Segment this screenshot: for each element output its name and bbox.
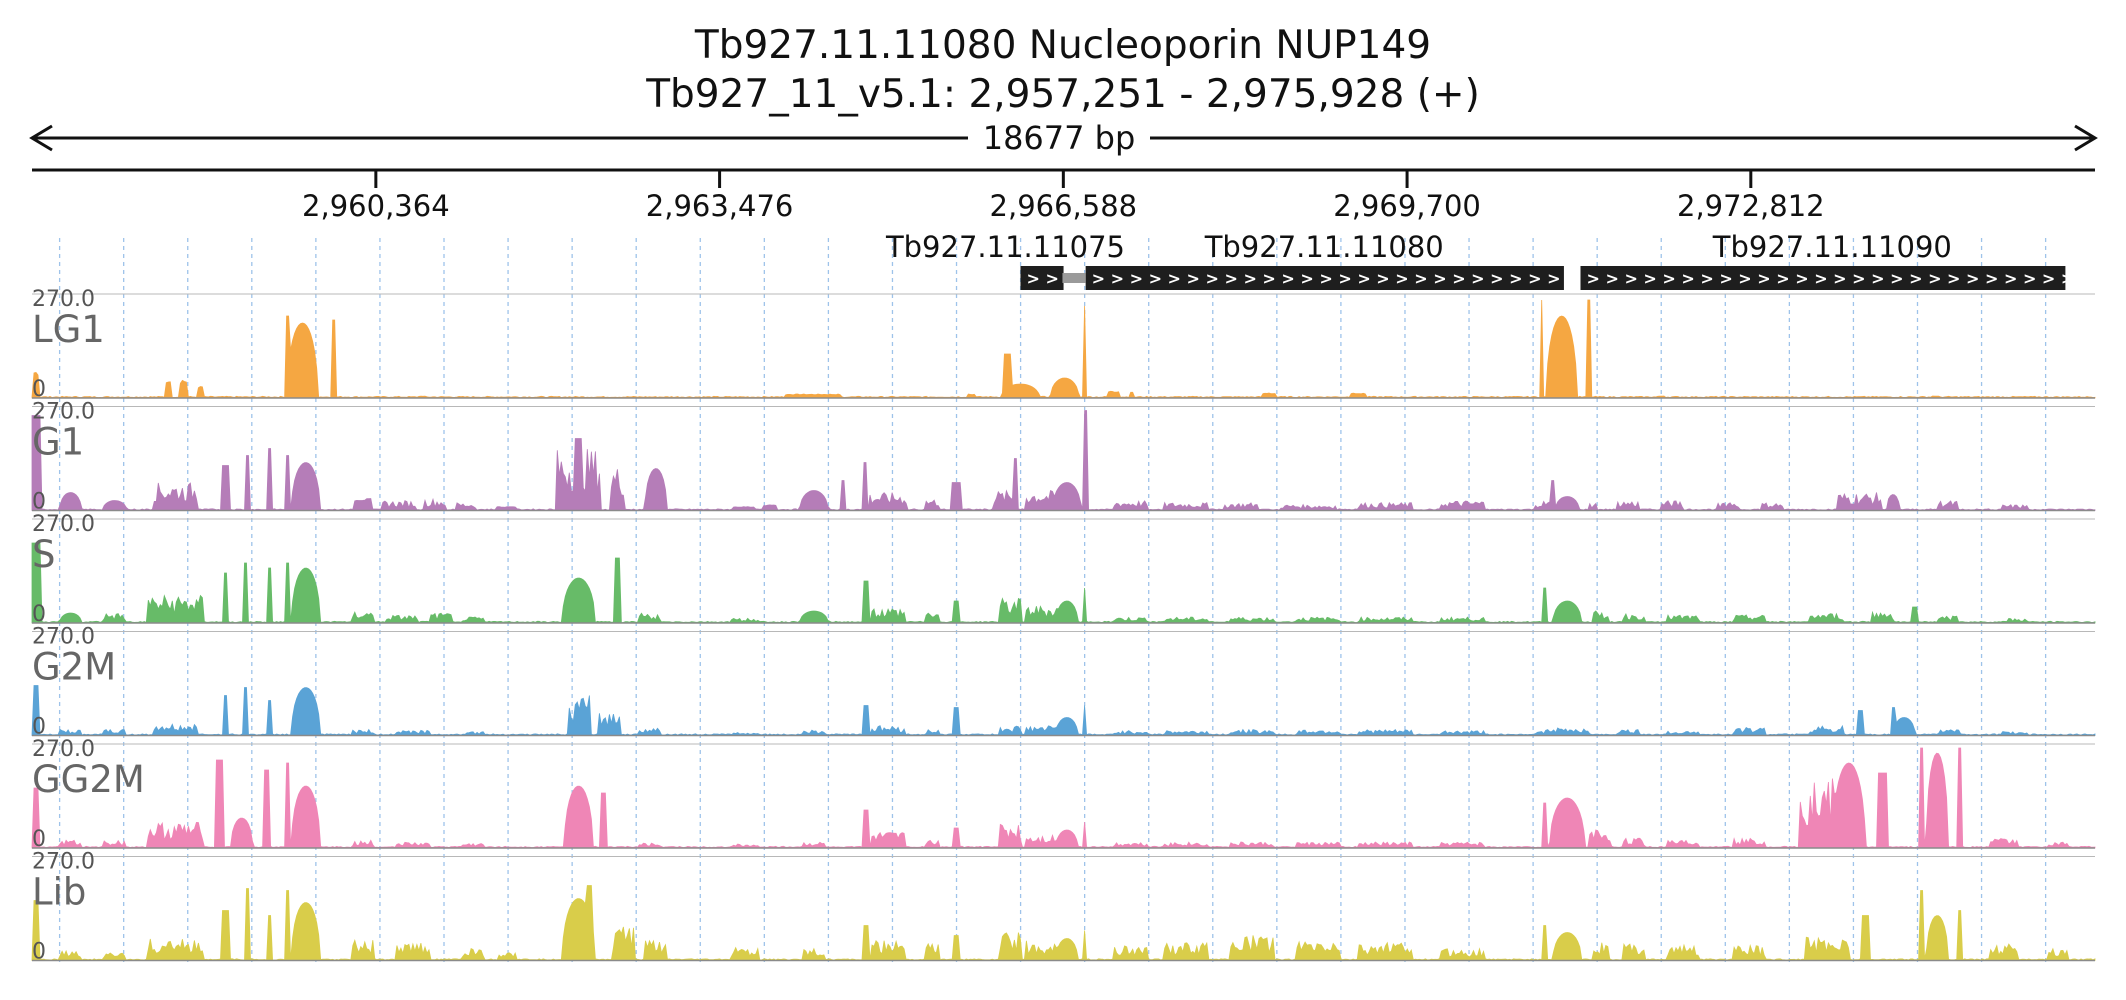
track-min-label: 0	[32, 715, 46, 740]
track-min-label: 0	[32, 940, 46, 965]
track-name: G1	[32, 421, 84, 464]
gene-label: Tb927.11.11080	[1204, 230, 1444, 264]
coverage-area	[31, 885, 2096, 961]
gene-feature	[1085, 266, 1564, 290]
track-name: GG2M	[32, 758, 145, 801]
ruler-tick-label: 2,960,364	[302, 189, 450, 223]
gene-label: Tb927.11.11090	[1712, 230, 1952, 264]
track-name: G2M	[32, 646, 116, 689]
track-max-label: 270.0	[32, 400, 95, 425]
track-min-label: 0	[32, 602, 46, 627]
coverage-track-s: 270.0 0 S	[31, 512, 2096, 627]
locus-title: Tb927_11_v5.1: 2,957,251 - 2,975,928 (+)	[645, 72, 1480, 117]
gene-label: Tb927.11.11075	[885, 230, 1125, 264]
coverage-area	[31, 685, 2096, 736]
track-max-label: 270.0	[32, 287, 95, 312]
track-min-label: 0	[32, 377, 46, 402]
vertical-gridlines	[58, 238, 2047, 962]
coverage-track-gg2m: 270.0 0 GG2M	[31, 737, 2096, 852]
strand-chevrons: > > > > > > > > > > > > > > > > > > > > …	[1586, 269, 2126, 288]
coordinate-ruler: 2,960,364 2,963,476 2,966,588 2,969,700 2,97…	[32, 168, 2095, 223]
coverage-track-lg1: 270.0 0 LG1	[31, 287, 2096, 402]
gene-stub	[1062, 273, 1086, 283]
coverage-track-lib: 270.0 0 Lib	[31, 850, 2096, 965]
track-max-label: 270.0	[32, 737, 95, 762]
track-min-label: 0	[32, 490, 46, 515]
ruler-tick-label: 2,972,812	[1677, 189, 1825, 223]
track-max-label: 270.0	[32, 850, 95, 875]
track-max-label: 270.0	[32, 625, 95, 650]
span-length-label: 18677 bp	[983, 119, 1136, 157]
coverage-area	[31, 410, 2096, 511]
gene-title: Tb927.11.11080 Nucleoporin NUP149	[694, 23, 1431, 68]
strand-chevrons: > >	[1026, 269, 1058, 288]
ruler-tick-label: 2,963,476	[646, 189, 794, 223]
coverage-tracks: 270.00LG1270.00G1270.00S270.00G2M270.00G…	[31, 287, 2096, 965]
gene-feature	[1020, 266, 1064, 290]
ruler-tick-label: 2,969,700	[1333, 189, 1481, 223]
track-min-label: 0	[32, 827, 46, 852]
coverage-track-g1: 270.0 0 G1	[31, 400, 2096, 515]
coverage-area	[31, 299, 2096, 399]
coverage-track-g2m: 270.0 0 G2M	[31, 625, 2096, 740]
span-arrow: 18677 bp	[29, 119, 2098, 157]
coverage-area	[31, 747, 2096, 849]
track-name: Lib	[32, 871, 86, 914]
gene-feature	[1580, 266, 2066, 290]
track-max-label: 270.0	[32, 512, 95, 537]
span-arrow-left-head	[29, 124, 53, 152]
track-name: LG1	[32, 308, 105, 351]
ruler-tick-label: 2,966,588	[990, 189, 1138, 223]
track-name: S	[32, 533, 56, 576]
gene-track: > > > > > > > > > > > > > > > > > > > > >…	[885, 230, 2126, 290]
coverage-area	[31, 542, 2096, 624]
span-arrow-right-head	[2074, 124, 2098, 152]
